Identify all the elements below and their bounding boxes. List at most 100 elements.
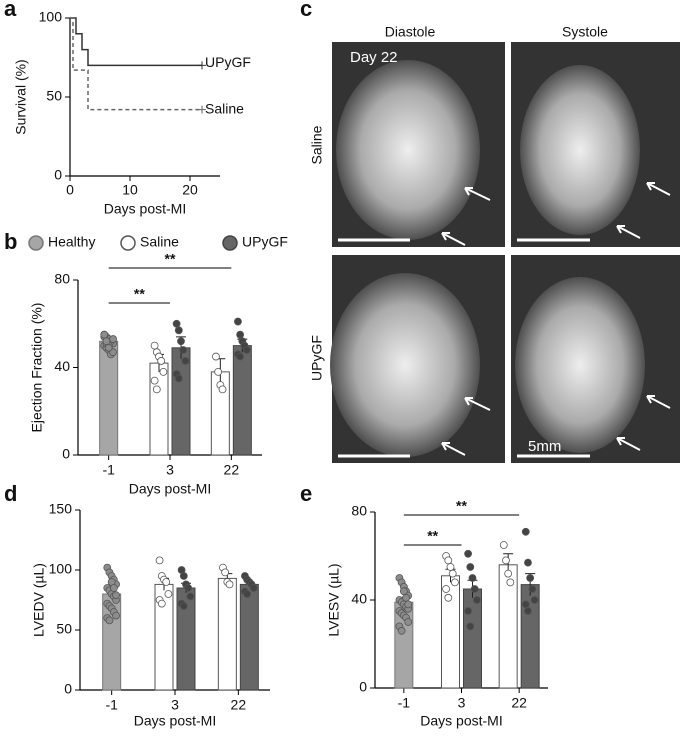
- data-point: [528, 585, 537, 593]
- data-point: [242, 346, 251, 354]
- data-point: [446, 563, 455, 571]
- data-point: [179, 602, 188, 610]
- data-point: [524, 558, 532, 567]
- x-axis-title: Days post-MI: [129, 481, 211, 497]
- y-axis-title: LVESV (µL): [326, 563, 342, 636]
- data-point: [404, 618, 413, 626]
- data-point: [464, 607, 473, 615]
- row-label: UPyGF: [309, 335, 325, 381]
- x-axis-title: Days post-MI: [134, 713, 216, 729]
- significance-label: **: [134, 286, 145, 302]
- y-tick-label: 0: [62, 446, 70, 462]
- legend-marker: [28, 235, 44, 251]
- day-label: Day 22: [350, 49, 398, 66]
- bar: [463, 588, 482, 689]
- data-point: [450, 578, 459, 587]
- x-tick-label: 3: [171, 697, 179, 713]
- data-point: [236, 352, 245, 361]
- data-point: [218, 385, 227, 394]
- data-point: [100, 330, 109, 339]
- data-point: [181, 357, 190, 365]
- x-tick-label: 0: [66, 182, 74, 198]
- data-point: [109, 584, 118, 592]
- data-point: [164, 590, 173, 598]
- data-point: [184, 584, 193, 592]
- x-tick-label: 3: [458, 695, 466, 711]
- scale-label: 5mm: [528, 438, 561, 455]
- significance-label: **: [427, 528, 438, 544]
- bar: [441, 575, 460, 689]
- data-point: [249, 584, 258, 592]
- data-point: [236, 330, 245, 339]
- data-point: [174, 374, 183, 383]
- significance-label: **: [165, 251, 176, 267]
- data-point: [468, 574, 477, 582]
- panel-letter: c: [300, 0, 312, 21]
- survival-line: [70, 17, 202, 111]
- legend-label: Healthy: [48, 234, 95, 250]
- data-point: [174, 326, 183, 335]
- data-point: [102, 337, 111, 346]
- x-tick-label: 22: [231, 697, 247, 713]
- data-point: [404, 600, 413, 609]
- data-point: [504, 569, 513, 578]
- data-point: [177, 337, 185, 346]
- y-tick-label: 40: [54, 358, 70, 374]
- data-point: [234, 317, 242, 326]
- bar: [239, 583, 259, 691]
- significance-label: **: [456, 498, 467, 514]
- y-axis-title: Survival (%): [13, 59, 29, 134]
- x-tick-label: 20: [182, 182, 198, 198]
- data-point: [448, 569, 457, 578]
- y-axis-title: Ejection Fraction (%): [29, 303, 45, 433]
- data-point: [521, 600, 530, 609]
- data-point: [157, 357, 166, 365]
- data-point: [444, 556, 453, 565]
- data-point: [526, 574, 535, 582]
- data-point: [464, 549, 473, 558]
- y-tick-label: 100: [49, 561, 73, 577]
- panel-letter: d: [4, 481, 17, 506]
- bar: [232, 345, 252, 456]
- data-point: [179, 346, 188, 354]
- data-point: [502, 556, 510, 565]
- y-tick-label: 50: [56, 621, 72, 637]
- x-tick-label: 3: [166, 462, 174, 478]
- y-tick-label: 80: [54, 271, 70, 287]
- mri-panel: Diastole Systole Saline UPyGF Day 22 5mm: [309, 24, 680, 463]
- data-point: [150, 376, 159, 385]
- legend-label: Saline: [140, 234, 179, 250]
- y-tick-label: 0: [64, 681, 72, 697]
- data-point: [466, 563, 475, 571]
- panel-letter: e: [300, 481, 312, 506]
- x-tick-label: -1: [398, 695, 411, 711]
- y-tick-label: 100: [39, 9, 63, 25]
- series-label: Saline: [205, 100, 244, 116]
- data-point: [499, 541, 508, 549]
- y-tick-label: 0: [54, 167, 62, 183]
- data-point: [399, 587, 408, 596]
- x-tick-label: 22: [224, 462, 240, 478]
- data-point: [179, 572, 188, 580]
- data-point: [109, 335, 117, 343]
- data-point: [466, 622, 475, 631]
- panel-letter: a: [4, 0, 17, 21]
- y-tick-label: 0: [359, 679, 367, 695]
- x-tick-label: 22: [511, 695, 527, 711]
- bar: [217, 577, 237, 691]
- data-point: [521, 527, 530, 536]
- data-point: [444, 593, 453, 602]
- data-point: [472, 596, 481, 604]
- legend-marker: [222, 235, 238, 251]
- data-point: [530, 596, 539, 604]
- data-point: [243, 590, 252, 598]
- data-point: [157, 599, 166, 608]
- bar: [99, 340, 119, 456]
- y-tick-label: 50: [46, 88, 62, 104]
- y-tick-label: 150: [49, 501, 73, 517]
- data-point: [524, 607, 532, 615]
- data-point: [506, 578, 515, 587]
- y-axis-title: LVEDV (µL): [31, 563, 47, 637]
- x-tick-label: 10: [122, 182, 138, 198]
